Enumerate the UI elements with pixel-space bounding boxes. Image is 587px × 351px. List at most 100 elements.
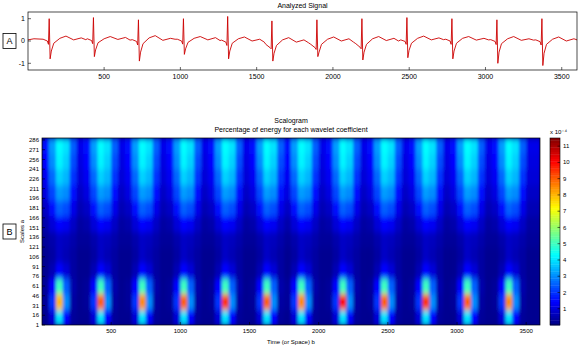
- heat-cell: [263, 185, 270, 201]
- heat-cell: [526, 294, 533, 310]
- heat-cell: [499, 216, 506, 232]
- heat-cell: [284, 309, 291, 325]
- heat-cell: [305, 200, 312, 216]
- heat-cell: [229, 294, 236, 310]
- heat-cell: [187, 154, 194, 170]
- heat-cell: [457, 154, 464, 170]
- heat-cell: [63, 200, 70, 216]
- heat-cell: [339, 216, 346, 232]
- heat-cell: [263, 278, 270, 294]
- heat-cell: [132, 154, 139, 170]
- heat-cell: [180, 169, 187, 185]
- heat-cell: [77, 138, 84, 154]
- heat-cell: [153, 154, 160, 170]
- heat-cell: [118, 309, 125, 325]
- colorbar-tick-label: 6: [563, 225, 567, 231]
- heat-cell: [84, 309, 91, 325]
- heat-cell: [319, 263, 326, 279]
- heat-cell: [429, 294, 436, 310]
- heat-cell: [84, 138, 91, 154]
- heat-cell: [312, 232, 319, 248]
- heat-cell: [519, 247, 526, 263]
- heat-cell: [505, 138, 512, 154]
- heat-cell: [56, 169, 63, 185]
- heat-cell: [208, 263, 215, 279]
- heat-cell: [471, 169, 478, 185]
- heat-cell: [153, 309, 160, 325]
- heat-cell: [70, 232, 77, 248]
- heat-cell: [201, 278, 208, 294]
- heat-cell: [97, 216, 104, 232]
- heat-cell: [533, 185, 540, 201]
- heat-cell: [499, 263, 506, 279]
- colorbar-gradient: [550, 232, 560, 235]
- colorbar-gradient: [550, 201, 560, 204]
- heat-cell: [201, 294, 208, 310]
- heat-cell: [187, 294, 194, 310]
- heat-cell: [167, 216, 174, 232]
- heat-cell: [229, 232, 236, 248]
- heat-cell: [291, 185, 298, 201]
- plot-background: [42, 138, 540, 325]
- y-tick-label: 46: [32, 293, 39, 299]
- heat-cell: [139, 263, 146, 279]
- heat-cell: [471, 154, 478, 170]
- heat-cell: [63, 247, 70, 263]
- heat-cell: [125, 263, 132, 279]
- heat-cell: [77, 263, 84, 279]
- heat-cell: [312, 200, 319, 216]
- heat-cell: [180, 263, 187, 279]
- heat-cell: [319, 278, 326, 294]
- heat-cell: [208, 294, 215, 310]
- heat-cell: [104, 294, 111, 310]
- heat-cell: [374, 185, 381, 201]
- heat-cell: [70, 169, 77, 185]
- heat-cell: [222, 154, 229, 170]
- colorbar-gradient: [550, 276, 560, 279]
- heat-cell: [201, 232, 208, 248]
- heat-cell: [167, 263, 174, 279]
- heat-cell: [111, 216, 118, 232]
- colorbar-gradient: [550, 199, 560, 202]
- heat-cell: [84, 169, 91, 185]
- heat-cell: [319, 154, 326, 170]
- colorbar-gradient: [550, 140, 560, 143]
- heat-cell: [291, 232, 298, 248]
- colorbar-gradient: [550, 166, 560, 169]
- heat-cell: [312, 263, 319, 279]
- heat-cell: [409, 169, 416, 185]
- heat-cell: [291, 294, 298, 310]
- heat-cell: [464, 232, 471, 248]
- panel-label: A: [6, 36, 12, 46]
- heat-cell: [104, 216, 111, 232]
- heat-cell: [388, 294, 395, 310]
- heat-cell: [49, 216, 56, 232]
- heat-cell: [256, 263, 263, 279]
- heat-cell: [139, 185, 146, 201]
- heat-cell: [367, 294, 374, 310]
- x-tick-label: 1500: [249, 73, 265, 80]
- heat-cell: [63, 216, 70, 232]
- heat-cell: [118, 247, 125, 263]
- heat-cell: [63, 232, 70, 248]
- x-tick: [332, 67, 333, 70]
- heat-cell: [243, 216, 250, 232]
- y-tick: [42, 295, 45, 296]
- heat-cell: [56, 309, 63, 325]
- colorbar-gradient: [550, 152, 560, 155]
- heat-cell: [146, 200, 153, 216]
- x-tick-label: 1500: [243, 328, 257, 334]
- heat-cell: [215, 232, 222, 248]
- heat-cell: [374, 232, 381, 248]
- heat-cell: [42, 216, 49, 232]
- heat-cell: [173, 185, 180, 201]
- heat-cell: [339, 169, 346, 185]
- heat-cell: [146, 232, 153, 248]
- heat-cell: [160, 169, 167, 185]
- colorbar-gradient: [550, 194, 560, 197]
- heat-cell: [422, 278, 429, 294]
- heat-cell: [374, 278, 381, 294]
- heat-cell: [132, 232, 139, 248]
- heat-cell: [104, 154, 111, 170]
- heat-cell: [187, 309, 194, 325]
